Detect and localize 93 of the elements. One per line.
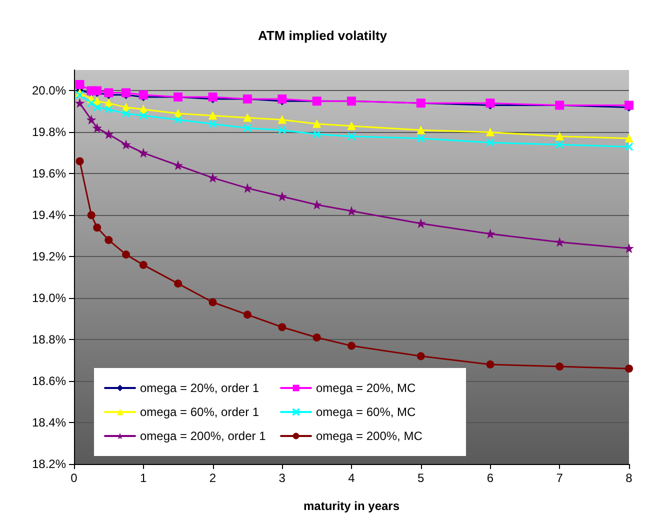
point [139, 111, 148, 120]
point [486, 230, 494, 238]
legend-label: omega = 60%, order 1 [140, 405, 260, 419]
point [104, 130, 113, 138]
x-tick-label: 3 [278, 471, 286, 485]
y-tick-label: 19.0% [32, 291, 66, 306]
point [312, 120, 321, 128]
point [416, 126, 425, 134]
point [208, 92, 218, 102]
point [625, 244, 633, 252]
x-tick-label: 2 [209, 471, 216, 485]
point [92, 103, 102, 112]
point [122, 250, 130, 259]
point [312, 334, 321, 342]
legend-label: omega = 200%, order 1 [140, 429, 266, 443]
point [625, 364, 633, 373]
point [278, 192, 286, 200]
point [555, 140, 564, 149]
point [174, 280, 182, 288]
point [486, 138, 494, 147]
point [348, 207, 356, 216]
y-tick-label: 19.2% [32, 250, 66, 264]
point [278, 126, 286, 134]
y-tick-label: 19.6% [32, 166, 66, 181]
point [348, 342, 356, 350]
point [556, 362, 564, 371]
point [278, 323, 286, 332]
point [93, 224, 102, 232]
y-tick-label: 18.2% [32, 457, 66, 471]
point [348, 122, 356, 130]
y-tick-label: 18.8% [32, 332, 66, 347]
point [139, 260, 148, 269]
legend-label: omega = 60%, MC [316, 405, 416, 419]
point [243, 184, 252, 192]
point [76, 99, 84, 108]
point [208, 174, 217, 182]
point [122, 109, 130, 118]
y-tick-label: 19.8% [32, 125, 66, 140]
legend-label: omega = 200%, MC [316, 429, 423, 443]
point [243, 310, 252, 319]
legend-label: omega = 20%, order 1 [140, 381, 260, 395]
y-tick-label: 18.4% [32, 416, 66, 430]
point [122, 88, 131, 98]
point [243, 114, 252, 122]
point [347, 132, 356, 141]
point [76, 157, 84, 166]
point [75, 80, 84, 90]
point [87, 211, 96, 220]
x-tick-label: 6 [486, 471, 494, 485]
point [104, 236, 113, 244]
chart-title: ATM implied volatilty [258, 28, 388, 43]
point [624, 100, 634, 110]
point [139, 148, 148, 157]
x-axis-title: maturity in years [303, 499, 400, 513]
point [87, 116, 96, 124]
point [624, 142, 634, 151]
point [122, 140, 130, 149]
point [312, 130, 322, 139]
point [486, 98, 495, 108]
point [104, 99, 113, 108]
point [104, 88, 114, 98]
x-tick-label: 0 [70, 471, 78, 485]
point [76, 90, 84, 100]
point [87, 98, 96, 108]
point [174, 161, 182, 170]
point [243, 124, 252, 132]
point [92, 86, 102, 96]
x-tick-label: 8 [626, 471, 633, 485]
y-tick-label: 19.4% [32, 208, 66, 222]
point [208, 298, 217, 306]
x-tick-label: 5 [418, 471, 425, 485]
point [416, 134, 426, 143]
point [625, 134, 633, 142]
x-tick-label: 1 [140, 471, 148, 485]
point [416, 352, 425, 360]
point [556, 238, 564, 246]
point [174, 116, 182, 124]
x-tick-label: 4 [348, 471, 356, 485]
y-tick-label: 20.0% [32, 84, 66, 98]
point [104, 105, 113, 114]
x-tick-label: 7 [556, 471, 564, 485]
point [138, 90, 148, 100]
y-tick-label: 18.6% [32, 374, 66, 388]
point [486, 128, 494, 136]
legend-label: omega = 20%, MC [316, 381, 416, 395]
point [278, 116, 286, 124]
point [556, 132, 564, 140]
point [416, 219, 425, 228]
point [208, 112, 217, 120]
point [312, 200, 321, 209]
point [208, 120, 217, 128]
point [486, 360, 494, 368]
point [93, 124, 102, 132]
